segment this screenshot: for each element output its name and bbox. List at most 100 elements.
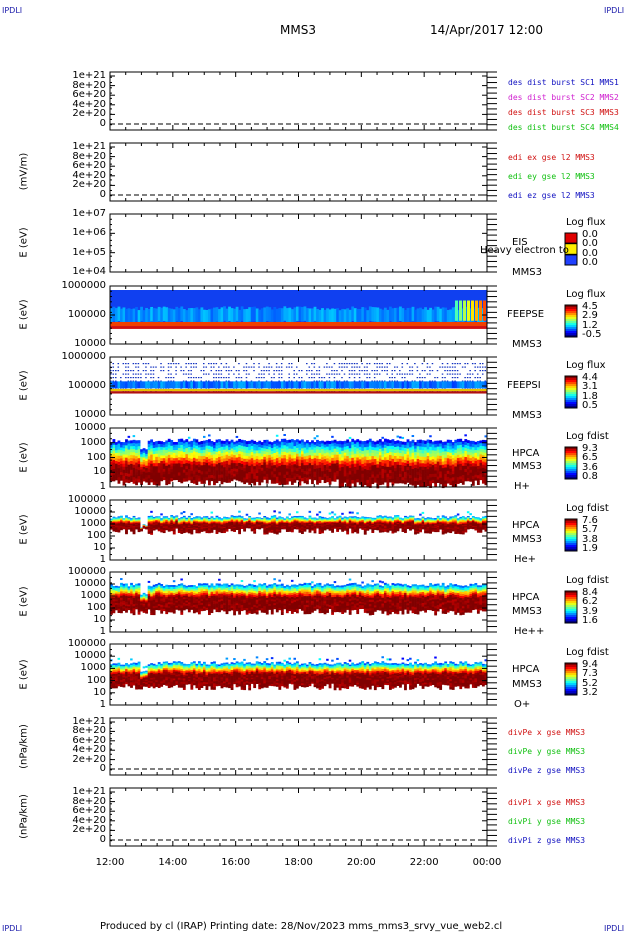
spectrum-cell	[230, 474, 234, 479]
spectrum-cell	[197, 529, 201, 531]
spectrum-cell	[253, 466, 257, 470]
spectrum-cell	[147, 446, 151, 451]
spectrum-cell	[225, 524, 229, 526]
spectrum-cell	[441, 448, 445, 453]
spectrum-cell	[225, 448, 229, 453]
spectrum-cell	[167, 518, 171, 521]
spectrum-cell	[479, 476, 483, 481]
spectrum-cell	[426, 309, 430, 325]
spectrum-cell	[230, 529, 234, 532]
spectrum-cell	[409, 447, 412, 451]
spectrum-cell	[371, 443, 375, 448]
spectrum-cell	[120, 463, 123, 468]
spectrum-cell	[135, 446, 138, 451]
spectrum-cell	[145, 472, 148, 476]
spectrum-cell	[190, 520, 194, 522]
spectrum-cell	[333, 377, 336, 379]
spectrum-cell	[318, 479, 322, 484]
spectrum-cell	[253, 472, 257, 476]
spectrum-cell	[283, 522, 287, 525]
spectrum-cell	[225, 529, 229, 531]
spectrum-cell	[371, 453, 375, 457]
spectrum-cell	[130, 526, 133, 528]
spectrum-cell	[132, 524, 136, 527]
spectrum-cell	[152, 381, 156, 389]
spectrum-cell	[285, 522, 289, 525]
spectrum-cell	[260, 518, 264, 521]
spectrum-cell	[321, 465, 324, 469]
spectrum-band	[110, 388, 487, 392]
spectrum-cell	[311, 468, 314, 472]
spectrum-cell	[213, 466, 216, 470]
spectrum-cell	[192, 366, 195, 368]
spectrum-cell	[454, 476, 458, 481]
spectrum-cell	[215, 370, 218, 372]
spectrum-cell	[155, 478, 159, 483]
spectrum-cell	[303, 520, 307, 522]
spectrum-cell	[112, 517, 116, 520]
spectrum-cell	[120, 522, 123, 525]
spectrum-cell	[127, 363, 130, 365]
spectrum-cell	[175, 373, 177, 375]
spectrum-cell	[202, 525, 206, 528]
spectrum-cell	[449, 471, 453, 476]
spectrum-cell	[160, 307, 164, 323]
spectrum-cell	[248, 526, 252, 528]
spectrum-cell	[311, 370, 313, 372]
spectrum-cell	[255, 470, 259, 474]
colorbar-segment	[565, 323, 577, 326]
spectrum-cell	[343, 455, 347, 459]
spectrum-cell	[455, 300, 458, 321]
spectrum-cell	[135, 521, 138, 523]
spectrum-cell	[248, 381, 252, 389]
spectrum-cell	[165, 523, 169, 526]
spectrum-cell	[245, 522, 249, 524]
spectrum-cell	[230, 521, 234, 524]
spectrum-cell	[293, 476, 297, 480]
spectrum-cell	[333, 472, 337, 476]
spectrum-cell	[155, 522, 159, 525]
spectrum-cell	[147, 443, 151, 448]
spectrum-cell	[172, 455, 176, 459]
spectrum-cell	[396, 380, 399, 382]
spectrum-cell	[295, 442, 299, 446]
spectrum-cell	[401, 462, 405, 466]
spectrum-cell	[210, 449, 214, 453]
spectrum-cell	[115, 528, 118, 531]
spectrum-cell	[175, 471, 179, 475]
spectrum-cell	[122, 526, 126, 528]
spectrum-cell	[248, 520, 252, 522]
spectrum-cell	[436, 381, 440, 389]
spectrum-cell	[404, 309, 407, 325]
spectrum-cell	[140, 381, 143, 389]
spectrum-cell	[464, 451, 468, 455]
spectrum-cell	[235, 306, 239, 322]
spectrum-cell	[140, 449, 143, 453]
spectrum-cell	[130, 478, 133, 482]
spectrum-cell	[444, 454, 448, 459]
spectrum-cell	[341, 381, 345, 389]
spectrum-cell	[235, 520, 239, 523]
spectrum-cell	[298, 478, 302, 483]
spectrum-cell	[185, 519, 189, 522]
spectrum-cell	[331, 381, 334, 389]
spectrum-cell	[132, 470, 136, 475]
spectrum-cell	[268, 465, 272, 470]
spectrum-cell	[205, 527, 209, 530]
spectrum-cell	[361, 441, 365, 445]
spectrum-cell	[233, 527, 236, 529]
spectrum-cell	[233, 449, 236, 453]
spectrum-cell	[115, 524, 118, 527]
spectrum-cell	[150, 524, 154, 527]
spectrum-cell	[140, 451, 143, 455]
corner-mark-tl: IPDLI	[2, 6, 23, 15]
spectrum-cell	[308, 515, 312, 518]
spectrum-cell	[416, 381, 420, 389]
spectrum-cell	[343, 458, 347, 462]
spectrum-cell	[135, 440, 138, 444]
spectrum-cell	[270, 380, 273, 382]
spectrum-cell	[268, 381, 272, 389]
spectrum-cell	[301, 377, 303, 379]
spectrum-cell	[175, 460, 179, 464]
spectrum-cell	[283, 519, 287, 521]
